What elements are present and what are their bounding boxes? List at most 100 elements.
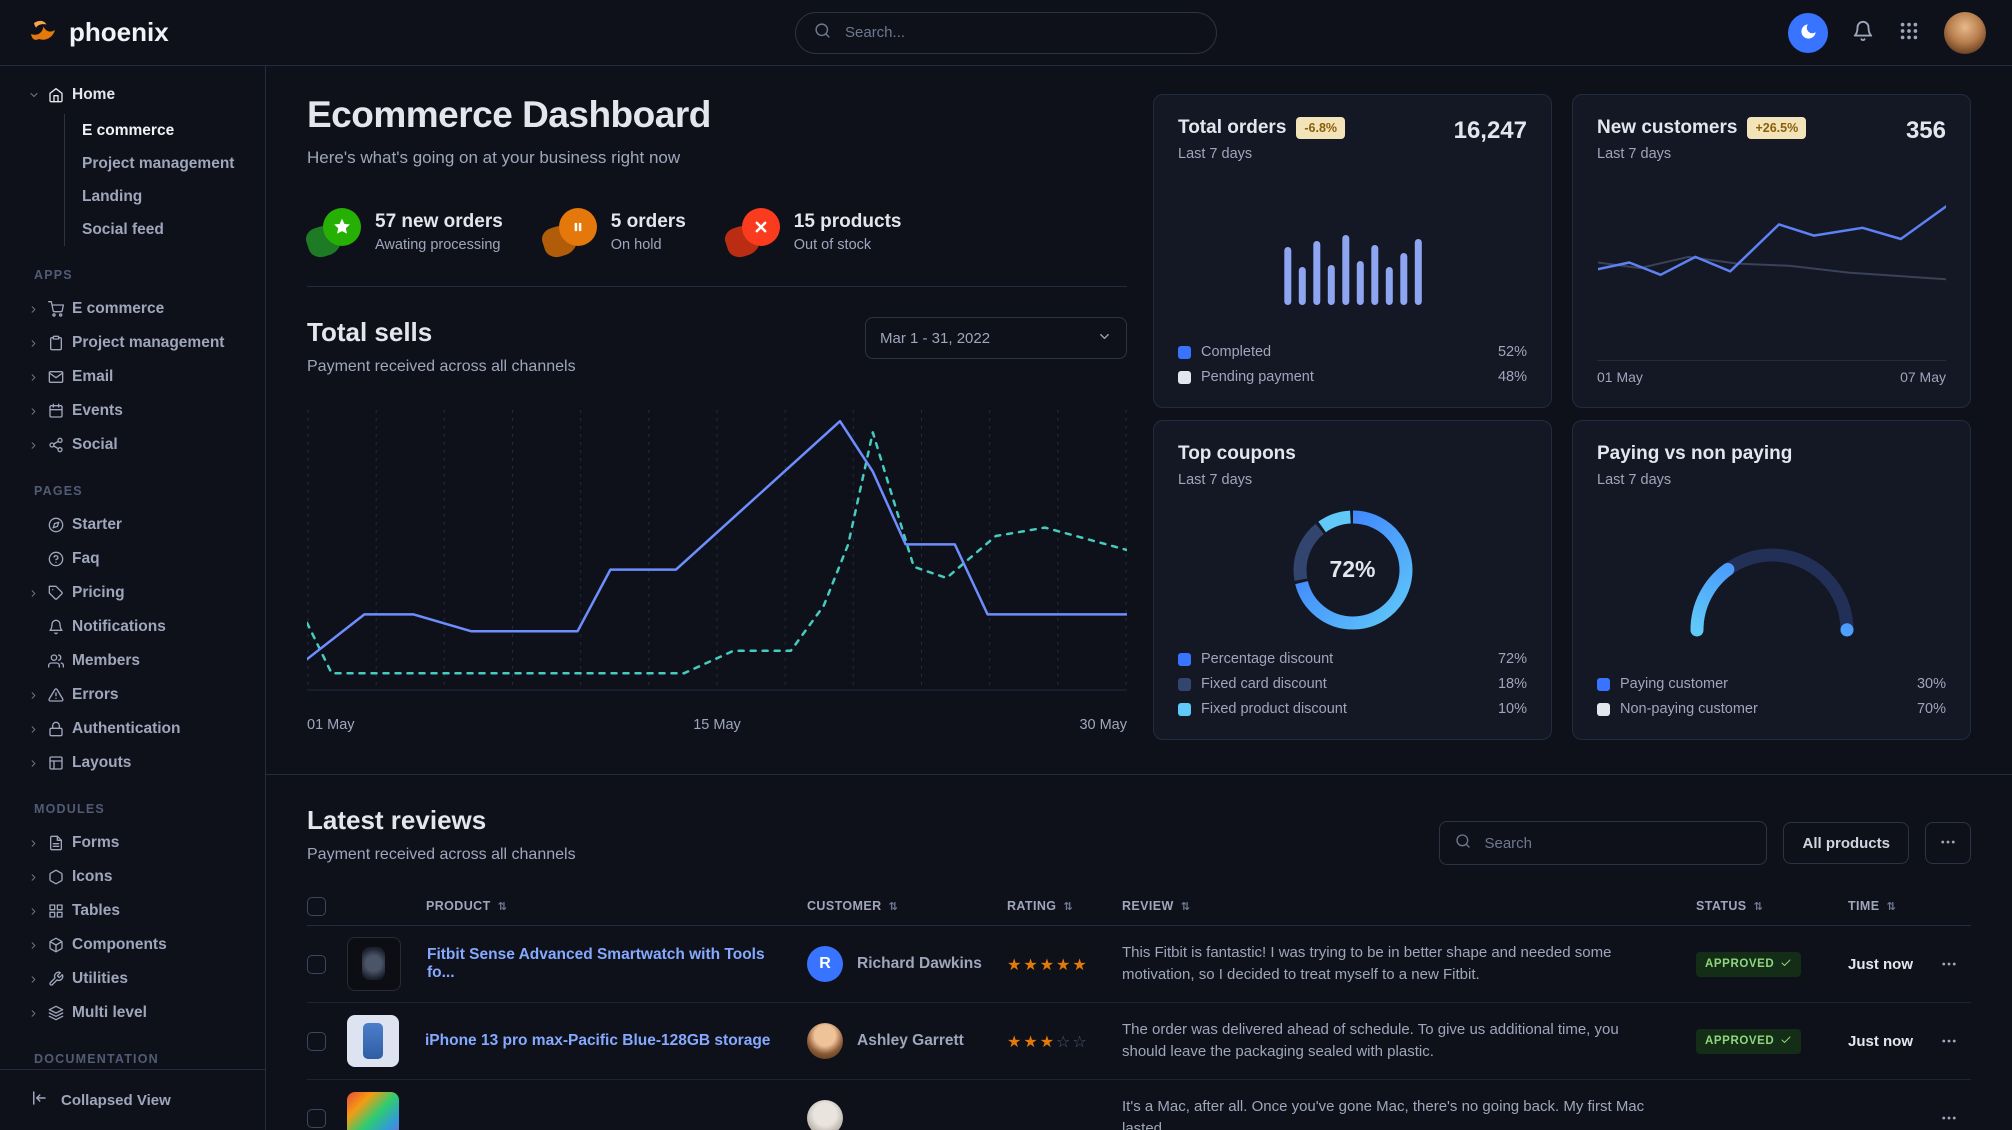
sidebar-item-label: Faq bbox=[72, 550, 100, 567]
sidebar-item-forms[interactable]: Forms bbox=[0, 826, 265, 860]
date-range-select[interactable]: Mar 1 - 31, 2022 bbox=[865, 317, 1127, 359]
reviews-more-button[interactable] bbox=[1925, 822, 1971, 864]
product-filter-button[interactable]: All products bbox=[1783, 822, 1909, 864]
star-filled-icon: ★ bbox=[1023, 1031, 1040, 1051]
legend-item-fixed-card-discount: Fixed card discount 18% bbox=[1178, 676, 1527, 692]
legend-value: 10% bbox=[1497, 701, 1527, 717]
sidebar-item-components[interactable]: Components bbox=[0, 928, 265, 962]
legend-value: 72% bbox=[1497, 651, 1527, 667]
sort-icon: ⇅ bbox=[888, 899, 899, 913]
column-header-label: STATUS bbox=[1696, 899, 1747, 913]
column-header-rating: RATING ⇅ bbox=[1007, 899, 1122, 913]
chevron-right-icon bbox=[28, 304, 40, 315]
theme-toggle-button[interactable] bbox=[1788, 12, 1828, 53]
star-stat-icon bbox=[303, 208, 361, 261]
pause-icon bbox=[558, 208, 597, 246]
brand[interactable]: phoenix bbox=[26, 13, 169, 52]
stat-5-orders: 5 orders On hold bbox=[538, 208, 686, 261]
paying-gauge-chart bbox=[1597, 488, 1946, 676]
time-cell: Just now bbox=[1848, 1032, 1914, 1050]
notifications-button[interactable] bbox=[1852, 20, 1874, 45]
sidebar-item-utilities[interactable]: Utilities bbox=[0, 962, 265, 996]
product-link[interactable]: iPhone 13 pro max-Pacific Blue-128GB sto… bbox=[425, 1032, 771, 1049]
column-header-button[interactable]: TIME ⇅ bbox=[1848, 899, 1927, 913]
legend-swatch bbox=[1597, 702, 1610, 716]
legend-value: 70% bbox=[1916, 701, 1946, 717]
mail-icon bbox=[48, 369, 64, 385]
sidebar-section-label-apps: APPS bbox=[34, 268, 73, 282]
navbar-actions bbox=[1788, 11, 1986, 54]
sidebar-item-home[interactable]: Home bbox=[0, 78, 265, 112]
chevron-right-icon bbox=[28, 588, 40, 599]
review-text: This Fitbit is fantastic! I was trying t… bbox=[1122, 943, 1612, 984]
status-label: APPROVED bbox=[1705, 958, 1775, 970]
user-avatar[interactable] bbox=[1944, 11, 1986, 54]
sidebar-item-authentication[interactable]: Authentication bbox=[0, 712, 265, 746]
row-actions-button[interactable] bbox=[1927, 1032, 1971, 1050]
legend-swatch bbox=[1597, 677, 1610, 691]
sidebar-item-landing[interactable]: Landing bbox=[82, 187, 143, 205]
sidebar-item-errors[interactable]: Errors bbox=[0, 678, 265, 712]
sidebar-item-email[interactable]: Email bbox=[0, 360, 265, 394]
box-icon bbox=[48, 869, 64, 885]
column-header-button[interactable]: PRODUCT ⇅ bbox=[426, 899, 807, 913]
alert-icon bbox=[48, 687, 64, 703]
column-header-button[interactable]: REVIEW ⇅ bbox=[1122, 899, 1682, 913]
sidebar-item-pricing[interactable]: Pricing bbox=[0, 576, 265, 610]
sidebar-item-layouts[interactable]: Layouts bbox=[0, 746, 265, 780]
sidebar-item-label: Email bbox=[72, 368, 114, 385]
sidebar-item-project-management[interactable]: Project management bbox=[82, 154, 235, 172]
sidebar-item-faq[interactable]: Faq bbox=[0, 542, 265, 576]
product-thumbnail-watch bbox=[347, 937, 401, 991]
row-checkbox[interactable] bbox=[307, 1108, 326, 1128]
chevron-right-icon bbox=[28, 940, 40, 951]
chevron-down-icon bbox=[1097, 329, 1112, 348]
product-cell: Fitbit Sense Advanced Smartwatch with To… bbox=[347, 937, 807, 991]
sidebar-item-events[interactable]: Events bbox=[0, 394, 265, 428]
sidebar-item-members[interactable]: Members bbox=[0, 644, 265, 678]
sidebar-item-multi-level[interactable]: Multi level bbox=[0, 996, 265, 1030]
row-actions-button[interactable] bbox=[1927, 1109, 1971, 1127]
row-checkbox[interactable] bbox=[307, 1031, 326, 1051]
chevron-right-icon bbox=[28, 406, 40, 417]
latest-reviews-section: Latest reviews Payment received across a… bbox=[266, 775, 2012, 1130]
column-header-button[interactable]: STATUS ⇅ bbox=[1696, 899, 1832, 913]
collapse-view-button[interactable]: Collapsed View bbox=[0, 1069, 265, 1130]
sidebar-item-social[interactable]: Social bbox=[0, 428, 265, 462]
new-customers-card: New customers +26.5% Last 7 days 356 01 … bbox=[1572, 94, 1971, 408]
sidebar-item-e-commerce[interactable]: E commerce bbox=[82, 121, 175, 139]
phoenix-logo-icon bbox=[26, 13, 58, 52]
moon-icon bbox=[1799, 22, 1818, 44]
product-link[interactable]: Fitbit Sense Advanced Smartwatch with To… bbox=[427, 946, 765, 981]
sidebar-item-starter[interactable]: Starter bbox=[0, 508, 265, 542]
legend-item-percentage-discount: Percentage discount 72% bbox=[1178, 651, 1527, 667]
search-input[interactable] bbox=[843, 23, 1198, 42]
column-header-button[interactable]: CUSTOMER ⇅ bbox=[807, 899, 1007, 913]
product-cell bbox=[347, 1092, 807, 1130]
sidebar-item-e-commerce[interactable]: E commerce bbox=[0, 292, 265, 326]
sidebar-item-icons[interactable]: Icons bbox=[0, 860, 265, 894]
star-filled-icon: ★ bbox=[1039, 1031, 1057, 1051]
sidebar-item-project-management[interactable]: Project management bbox=[0, 326, 265, 360]
sidebar-item-label: Tables bbox=[72, 902, 120, 919]
sidebar-item-notifications[interactable]: Notifications bbox=[0, 610, 265, 644]
sidebar-item-label: Components bbox=[72, 936, 167, 953]
row-checkbox[interactable] bbox=[307, 954, 326, 974]
row-checkbox-cell bbox=[307, 1031, 347, 1051]
sidebar-item-tables[interactable]: Tables bbox=[0, 894, 265, 928]
column-header-button[interactable]: RATING ⇅ bbox=[1007, 899, 1122, 913]
help-icon bbox=[48, 551, 64, 567]
select-all-checkbox[interactable] bbox=[307, 896, 326, 916]
kpi-cards: Total orders -6.8% Last 7 days 16,247 Co… bbox=[1153, 94, 1971, 740]
status-badge: APPROVED bbox=[1696, 1028, 1802, 1054]
apps-launcher-button[interactable] bbox=[1898, 20, 1920, 45]
star-icon bbox=[323, 208, 361, 246]
stat-text: 57 new orders Awating processing bbox=[375, 211, 503, 253]
sidebar-item-social-feed[interactable]: Social feed bbox=[82, 220, 164, 238]
row-actions-button[interactable] bbox=[1927, 955, 1971, 973]
total-sells-line-chart bbox=[305, 410, 1129, 691]
reviews-search-input[interactable] bbox=[1482, 833, 1752, 853]
sidebar: Home E commerce Project management Landing S… bbox=[0, 66, 266, 1130]
package-icon bbox=[48, 937, 64, 953]
lock-icon bbox=[48, 721, 64, 737]
